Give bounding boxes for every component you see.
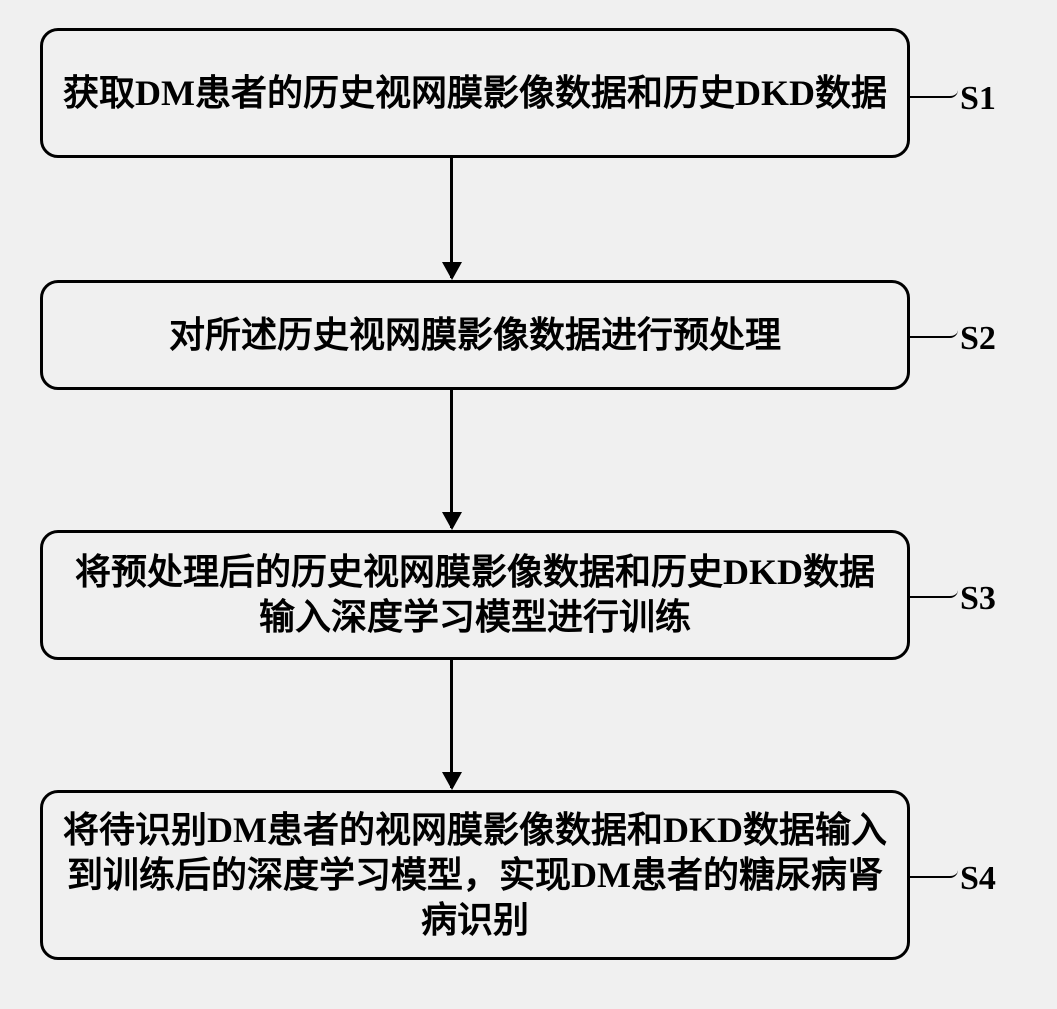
step-label-s3: S3 bbox=[960, 580, 996, 618]
label-connector-s1 bbox=[910, 86, 958, 98]
step-label-s4: S4 bbox=[960, 860, 996, 898]
flow-arrow bbox=[450, 390, 453, 528]
flow-node-s4: 将待识别DM患者的视网膜影像数据和DKD数据输入到训练后的深度学习模型，实现DM… bbox=[40, 790, 910, 960]
flow-node-s1: 获取DM患者的历史视网膜影像数据和历史DKD数据 bbox=[40, 28, 910, 158]
flow-node-text: 将预处理后的历史视网膜影像数据和历史DKD数据输入深度学习模型进行训练 bbox=[63, 550, 887, 640]
flow-node-s3: 将预处理后的历史视网膜影像数据和历史DKD数据输入深度学习模型进行训练 bbox=[40, 530, 910, 660]
label-connector-s3 bbox=[910, 588, 958, 598]
label-connector-s4 bbox=[910, 868, 958, 878]
flow-arrow bbox=[450, 158, 453, 278]
flow-node-text: 对所述历史视网膜影像数据进行预处理 bbox=[169, 313, 781, 358]
flow-node-s2: 对所述历史视网膜影像数据进行预处理 bbox=[40, 280, 910, 390]
flow-node-text: 获取DM患者的历史视网膜影像数据和历史DKD数据 bbox=[63, 71, 887, 116]
flowchart-canvas: 获取DM患者的历史视网膜影像数据和历史DKD数据 S1 对所述历史视网膜影像数据… bbox=[0, 0, 1057, 1009]
flow-node-text: 将待识别DM患者的视网膜影像数据和DKD数据输入到训练后的深度学习模型，实现DM… bbox=[63, 808, 887, 943]
step-label-s1: S1 bbox=[960, 80, 996, 118]
flow-arrow bbox=[450, 660, 453, 788]
step-label-s2: S2 bbox=[960, 320, 996, 358]
label-connector-s2 bbox=[910, 328, 958, 338]
